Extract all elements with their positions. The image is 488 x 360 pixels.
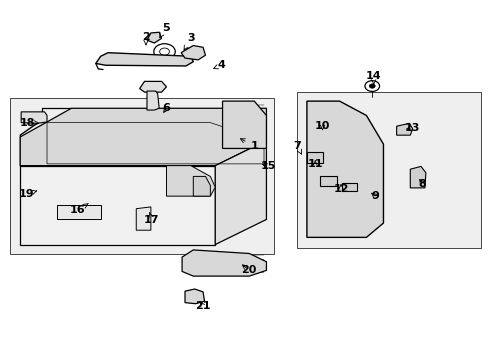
Polygon shape — [96, 53, 193, 66]
Polygon shape — [166, 166, 215, 196]
Polygon shape — [396, 123, 412, 135]
Text: 12: 12 — [333, 184, 348, 194]
Text: 2: 2 — [142, 32, 149, 45]
Text: 4: 4 — [213, 60, 225, 70]
Polygon shape — [306, 101, 383, 237]
Polygon shape — [297, 92, 480, 248]
Circle shape — [26, 178, 31, 182]
Text: 21: 21 — [195, 301, 210, 311]
Text: 9: 9 — [370, 191, 378, 201]
Text: 19: 19 — [18, 189, 37, 199]
Polygon shape — [57, 205, 101, 220]
Text: 8: 8 — [418, 179, 426, 189]
Text: 16: 16 — [70, 203, 88, 216]
Polygon shape — [320, 176, 336, 186]
Polygon shape — [184, 289, 204, 304]
Text: 15: 15 — [260, 161, 275, 171]
Polygon shape — [193, 176, 210, 196]
Circle shape — [312, 108, 320, 113]
Text: 13: 13 — [404, 123, 420, 133]
Polygon shape — [140, 81, 166, 92]
Text: 5: 5 — [160, 23, 169, 37]
Text: 3: 3 — [183, 33, 194, 50]
Text: 18: 18 — [20, 118, 39, 128]
Polygon shape — [21, 112, 47, 123]
Polygon shape — [181, 45, 205, 60]
Text: 7: 7 — [293, 141, 301, 154]
Polygon shape — [147, 32, 161, 43]
Polygon shape — [409, 166, 425, 188]
Polygon shape — [182, 250, 266, 276]
Circle shape — [368, 84, 374, 88]
Polygon shape — [222, 101, 266, 148]
Polygon shape — [136, 207, 151, 230]
Polygon shape — [10, 98, 273, 253]
Polygon shape — [215, 140, 266, 244]
Text: 20: 20 — [240, 265, 256, 275]
Text: 11: 11 — [307, 159, 322, 169]
Polygon shape — [341, 183, 356, 191]
Text: 14: 14 — [365, 71, 381, 84]
Polygon shape — [20, 108, 266, 166]
Text: 6: 6 — [162, 103, 170, 113]
Polygon shape — [147, 91, 159, 110]
Text: 10: 10 — [314, 121, 329, 131]
Text: 17: 17 — [144, 212, 159, 225]
Polygon shape — [306, 152, 322, 163]
Text: 1: 1 — [240, 139, 258, 151]
Polygon shape — [20, 166, 215, 244]
